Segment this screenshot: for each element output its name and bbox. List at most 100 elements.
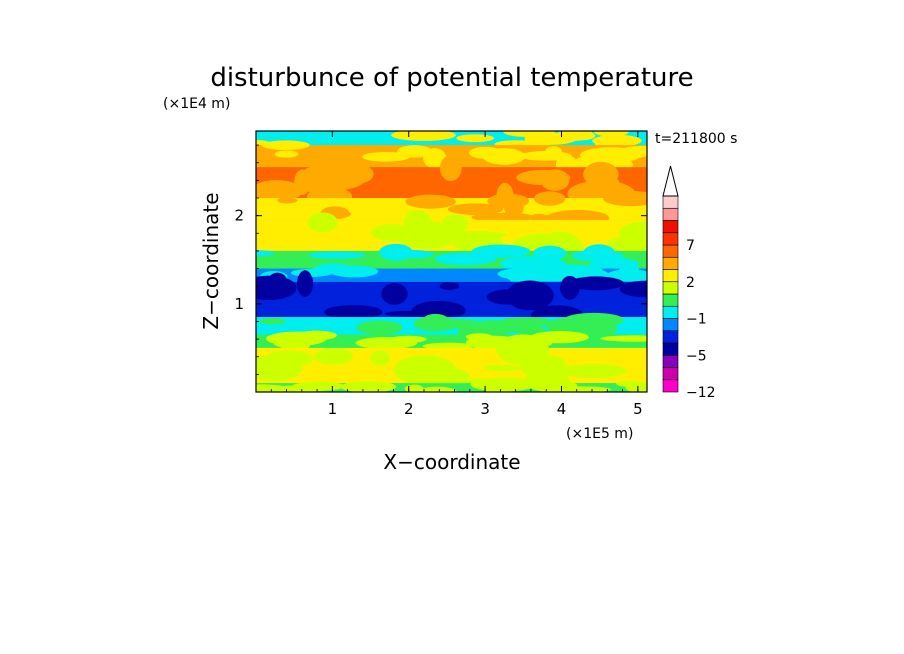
field-patch	[340, 381, 397, 392]
colorbar-swatch	[662, 232, 679, 246]
field-band	[256, 383, 647, 392]
field-patch	[447, 203, 504, 215]
field-patch	[391, 131, 456, 141]
field-patch	[613, 259, 639, 267]
field-patch	[625, 382, 647, 392]
field-patch	[389, 335, 427, 343]
field-patch	[621, 145, 647, 155]
colorbar: −12−5−127	[662, 165, 716, 401]
field-patch	[486, 289, 532, 305]
field-patch	[423, 148, 447, 169]
colorbar-label: 7	[686, 238, 695, 254]
field-patch	[530, 330, 589, 344]
field-patch	[526, 263, 549, 278]
field-patch	[607, 235, 647, 254]
x-axis: 1 2 3 4 5	[270, 131, 643, 418]
plot-frame	[255, 130, 648, 393]
colorbar-swatch	[662, 220, 679, 234]
field-patch	[571, 131, 596, 141]
colorbar-swatch	[662, 318, 679, 332]
field-patch	[324, 305, 383, 319]
colorbar-label: −5	[686, 348, 707, 364]
field-patch	[619, 265, 640, 274]
field-patch	[259, 317, 286, 325]
field-patch	[456, 134, 495, 143]
field-patch	[496, 334, 549, 365]
field-patch	[559, 364, 627, 378]
colorbar-label: −1	[686, 312, 707, 328]
field-patch	[356, 320, 403, 335]
colorbar-swatch	[662, 256, 679, 270]
field-patch	[297, 270, 314, 297]
field-patch	[274, 150, 299, 158]
field-patch	[603, 190, 647, 207]
field-patch	[554, 386, 612, 392]
x-tick-label: 4	[557, 400, 567, 418]
y-tick-label: 1	[234, 295, 244, 313]
x-unit-label: (×1E5 m)	[566, 426, 633, 442]
field-patch	[413, 316, 458, 332]
field-patch	[307, 212, 338, 233]
colorbar-swatch	[662, 367, 679, 381]
field-patch	[585, 174, 620, 195]
x-tick-label: 3	[480, 400, 490, 418]
field-patch	[503, 131, 555, 138]
field-patch	[292, 381, 345, 391]
colorbar-swatch	[662, 269, 679, 283]
field-patch	[439, 155, 462, 182]
field-patch	[403, 366, 471, 389]
colorbar-swatch	[662, 379, 679, 393]
colorbar-swatch	[662, 207, 679, 221]
field-patch	[468, 146, 503, 159]
x-tick-label: 5	[633, 400, 643, 418]
y-axis: 12	[234, 144, 647, 375]
colorbar-label: −12	[686, 385, 716, 401]
colorbar-swatch	[662, 195, 679, 209]
field-patch	[404, 384, 424, 392]
field-patch	[417, 386, 458, 392]
field-patch	[567, 276, 624, 291]
field-patch	[583, 244, 616, 262]
field-patch	[313, 348, 354, 365]
colorbar-swatch	[662, 244, 679, 258]
field-patch	[387, 249, 434, 259]
time-label: t=211800 s	[655, 131, 737, 147]
colorbar-extend-arrow	[662, 165, 679, 197]
field-patch	[266, 331, 327, 346]
colorbar-swatch	[662, 354, 679, 368]
field-patch	[533, 245, 567, 261]
field-patch	[533, 191, 566, 206]
field-patch	[381, 283, 408, 305]
field-patch	[619, 280, 647, 298]
field-patch	[261, 140, 310, 150]
colorbar-swatch	[662, 293, 679, 307]
field-patch	[394, 221, 461, 249]
field-patch	[308, 251, 366, 259]
field-patch	[519, 151, 572, 161]
colorbar-swatch	[662, 330, 679, 344]
field-patch	[405, 194, 456, 209]
field-patch	[471, 244, 531, 258]
x-axis-label: X−coordinate	[383, 450, 520, 474]
field-patch	[362, 152, 411, 162]
field-patch	[439, 282, 460, 291]
colorbar-swatch	[662, 281, 679, 295]
field-patch	[482, 364, 522, 372]
chart-title: disturbunce of potential temperature	[210, 63, 693, 93]
field-patch	[530, 213, 549, 222]
field-patch	[485, 382, 510, 392]
colorbar-label: 2	[686, 275, 695, 291]
field-patch	[581, 324, 608, 338]
field-patch	[370, 350, 391, 366]
x-tick-label: 1	[328, 400, 338, 418]
contour-field	[256, 131, 647, 392]
field-patch	[516, 169, 571, 186]
field-patch	[277, 197, 298, 204]
y-tick-label: 2	[234, 207, 244, 225]
field-patch	[256, 275, 297, 301]
x-tick-label: 2	[404, 400, 414, 418]
colorbar-swatch	[662, 342, 679, 356]
colorbar-swatch	[662, 305, 679, 319]
field-patch	[300, 163, 368, 191]
